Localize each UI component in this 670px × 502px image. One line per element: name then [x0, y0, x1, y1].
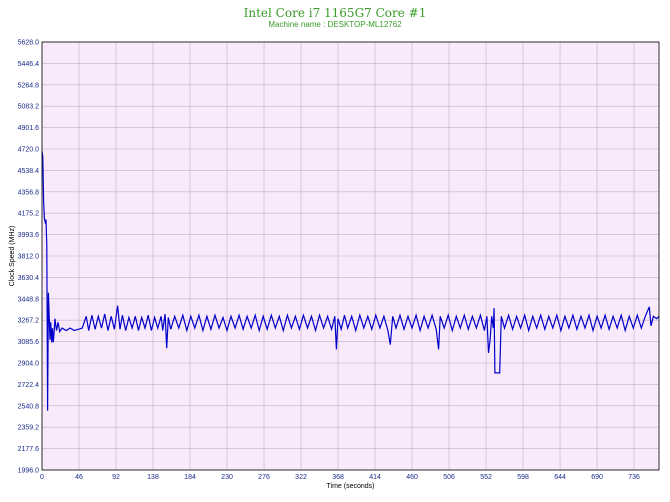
y-tick-label: 3812.0 [18, 254, 40, 261]
y-tick-label: 4538.4 [18, 168, 40, 175]
x-tick-label: 552 [480, 474, 492, 481]
y-axis-ticks: 1996.0 2177.6 2359.2 2540.8 2722.4 2904.0 3085… [18, 40, 40, 475]
y-tick-label: 4356.8 [18, 189, 40, 196]
y-tick-label: 4175.2 [18, 211, 40, 218]
y-tick-label: 3448.8 [18, 296, 40, 303]
x-tick-label: 322 [295, 474, 307, 481]
y-tick-label: 4901.6 [18, 125, 40, 132]
x-tick-label: 46 [75, 474, 83, 481]
x-tick-label: 414 [369, 474, 381, 481]
series-line-core-1 [41, 151, 660, 411]
y-tick-label: 3630.4 [18, 275, 40, 282]
x-tick-label: 736 [628, 474, 640, 481]
x-tick-label: 598 [517, 474, 529, 481]
y-axis-label: Clock Speed (MHz) [9, 226, 16, 287]
y-tick-label: 5628.0 [18, 40, 40, 47]
gridlines [41, 41, 659, 471]
plot-border [41, 41, 660, 471]
x-tick-label: 644 [554, 474, 566, 481]
x-axis-label: Time (seconds) [327, 483, 375, 490]
y-tick-label: 4720.0 [18, 147, 40, 154]
x-tick-label: 368 [332, 474, 344, 481]
y-tick-label: 3993.6 [18, 232, 40, 239]
x-tick-label: 92 [112, 474, 120, 481]
x-tick-label: 276 [258, 474, 270, 481]
x-tick-label: 138 [147, 474, 159, 481]
x-tick-label: 460 [406, 474, 418, 481]
chart-subtitle: Machine name : DESKTOP-ML12762 [268, 20, 402, 29]
chart-title: Intel Core i7 1165G7 Core #1 [243, 6, 427, 20]
y-tick-label: 2177.6 [18, 446, 40, 453]
x-tick-label: 506 [443, 474, 455, 481]
y-tick-label: 5264.8 [18, 82, 40, 89]
y-tick-label: 3267.2 [18, 318, 40, 325]
y-tick-label: 2904.0 [18, 361, 40, 368]
x-tick-label: 184 [184, 474, 196, 481]
y-tick-label: 2359.2 [18, 425, 40, 432]
x-tick-label: 690 [591, 474, 603, 481]
x-axis-ticks: 0 46 92 138 184 230 276 322 368 414 460 506 552 598 64… [40, 474, 640, 481]
y-tick-label: 3085.6 [18, 339, 40, 346]
y-tick-label: 1996.0 [18, 468, 40, 475]
x-tick-label: 230 [221, 474, 233, 481]
y-tick-label: 2540.8 [18, 403, 40, 410]
y-tick-label: 5083.2 [18, 104, 40, 111]
y-tick-label: 5446.4 [18, 61, 40, 68]
x-tick-label: 0 [40, 474, 44, 481]
y-tick-label: 2722.4 [18, 382, 40, 389]
